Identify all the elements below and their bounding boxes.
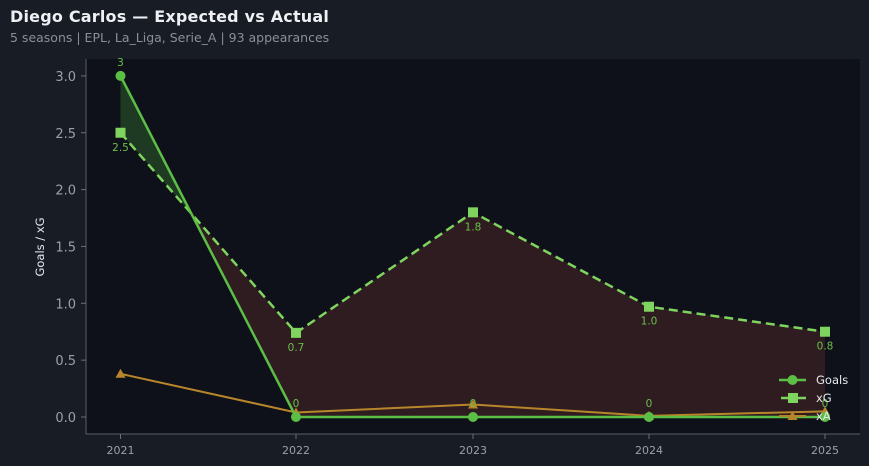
xg-value-label: 0.7 xyxy=(288,342,305,354)
legend-label-goals: Goals xyxy=(816,373,848,387)
x-tick-label: 2024 xyxy=(635,444,663,457)
goals-value-label: 0 xyxy=(646,398,653,410)
data-labels: 3 0 0 0 0 2.5 0.7 1.8 1.0 0.8 xyxy=(112,57,833,410)
goals-marker xyxy=(115,70,126,81)
goals-marker xyxy=(291,412,301,422)
xg-value-label: 2.5 xyxy=(112,142,129,154)
y-tick-label: 3.0 xyxy=(55,70,76,85)
y-tick-label: 0.5 xyxy=(55,354,76,369)
goals-value-label: 0 xyxy=(822,398,829,410)
xg-marker xyxy=(820,326,830,337)
chart-subtitle: 5 seasons | EPL, La_Liga, Serie_A | 93 a… xyxy=(10,30,330,45)
legend: Goals xG xA xyxy=(779,373,848,423)
goals-marker xyxy=(820,412,830,422)
xg-marker xyxy=(115,127,126,138)
y-tick-label: 0.0 xyxy=(55,411,76,426)
legend-goals-icon xyxy=(787,375,798,385)
xg-marker xyxy=(291,327,301,338)
legend-label-xg: xG xyxy=(816,391,832,405)
y-tick-label: 2.0 xyxy=(55,184,76,199)
goals-marker xyxy=(468,412,478,422)
y-tick-label: 1.0 xyxy=(55,297,76,312)
series-lines xyxy=(115,70,830,422)
chart-title: Diego Carlos — Expected vs Actual xyxy=(10,7,330,26)
x-tick-label: 2023 xyxy=(459,444,487,457)
xg-marker xyxy=(644,301,654,312)
y-tick-label: 1.5 xyxy=(55,240,76,255)
y-tick-label: 2.5 xyxy=(55,127,76,142)
xg-marker xyxy=(468,207,478,218)
legend-label-xa: xA xyxy=(816,409,831,423)
xg-value-label: 1.0 xyxy=(641,316,658,328)
xg-value-label: 0.8 xyxy=(817,341,834,353)
y-axis-label: Goals / xG xyxy=(33,217,47,276)
goals-marker xyxy=(644,412,654,422)
x-tick-label: 2021 xyxy=(107,444,135,457)
xa-marker xyxy=(115,368,126,378)
legend-xg-icon xyxy=(788,393,798,403)
x-tick-label: 2025 xyxy=(811,444,839,457)
xg-value-label: 1.8 xyxy=(465,221,482,233)
axes: 0.0 0.5 1.0 1.5 2.0 2.5 3.0 2021 2022 2023 2024 202… xyxy=(33,59,860,457)
goals-value-label: 0 xyxy=(470,398,477,410)
performance-fill xyxy=(120,75,825,417)
goals-value-label: 0 xyxy=(293,398,300,410)
legend-xa-icon xyxy=(787,411,798,420)
xa-marker xyxy=(468,399,478,409)
x-tick-label: 2022 xyxy=(282,444,310,457)
goals-value-label: 3 xyxy=(117,57,124,69)
